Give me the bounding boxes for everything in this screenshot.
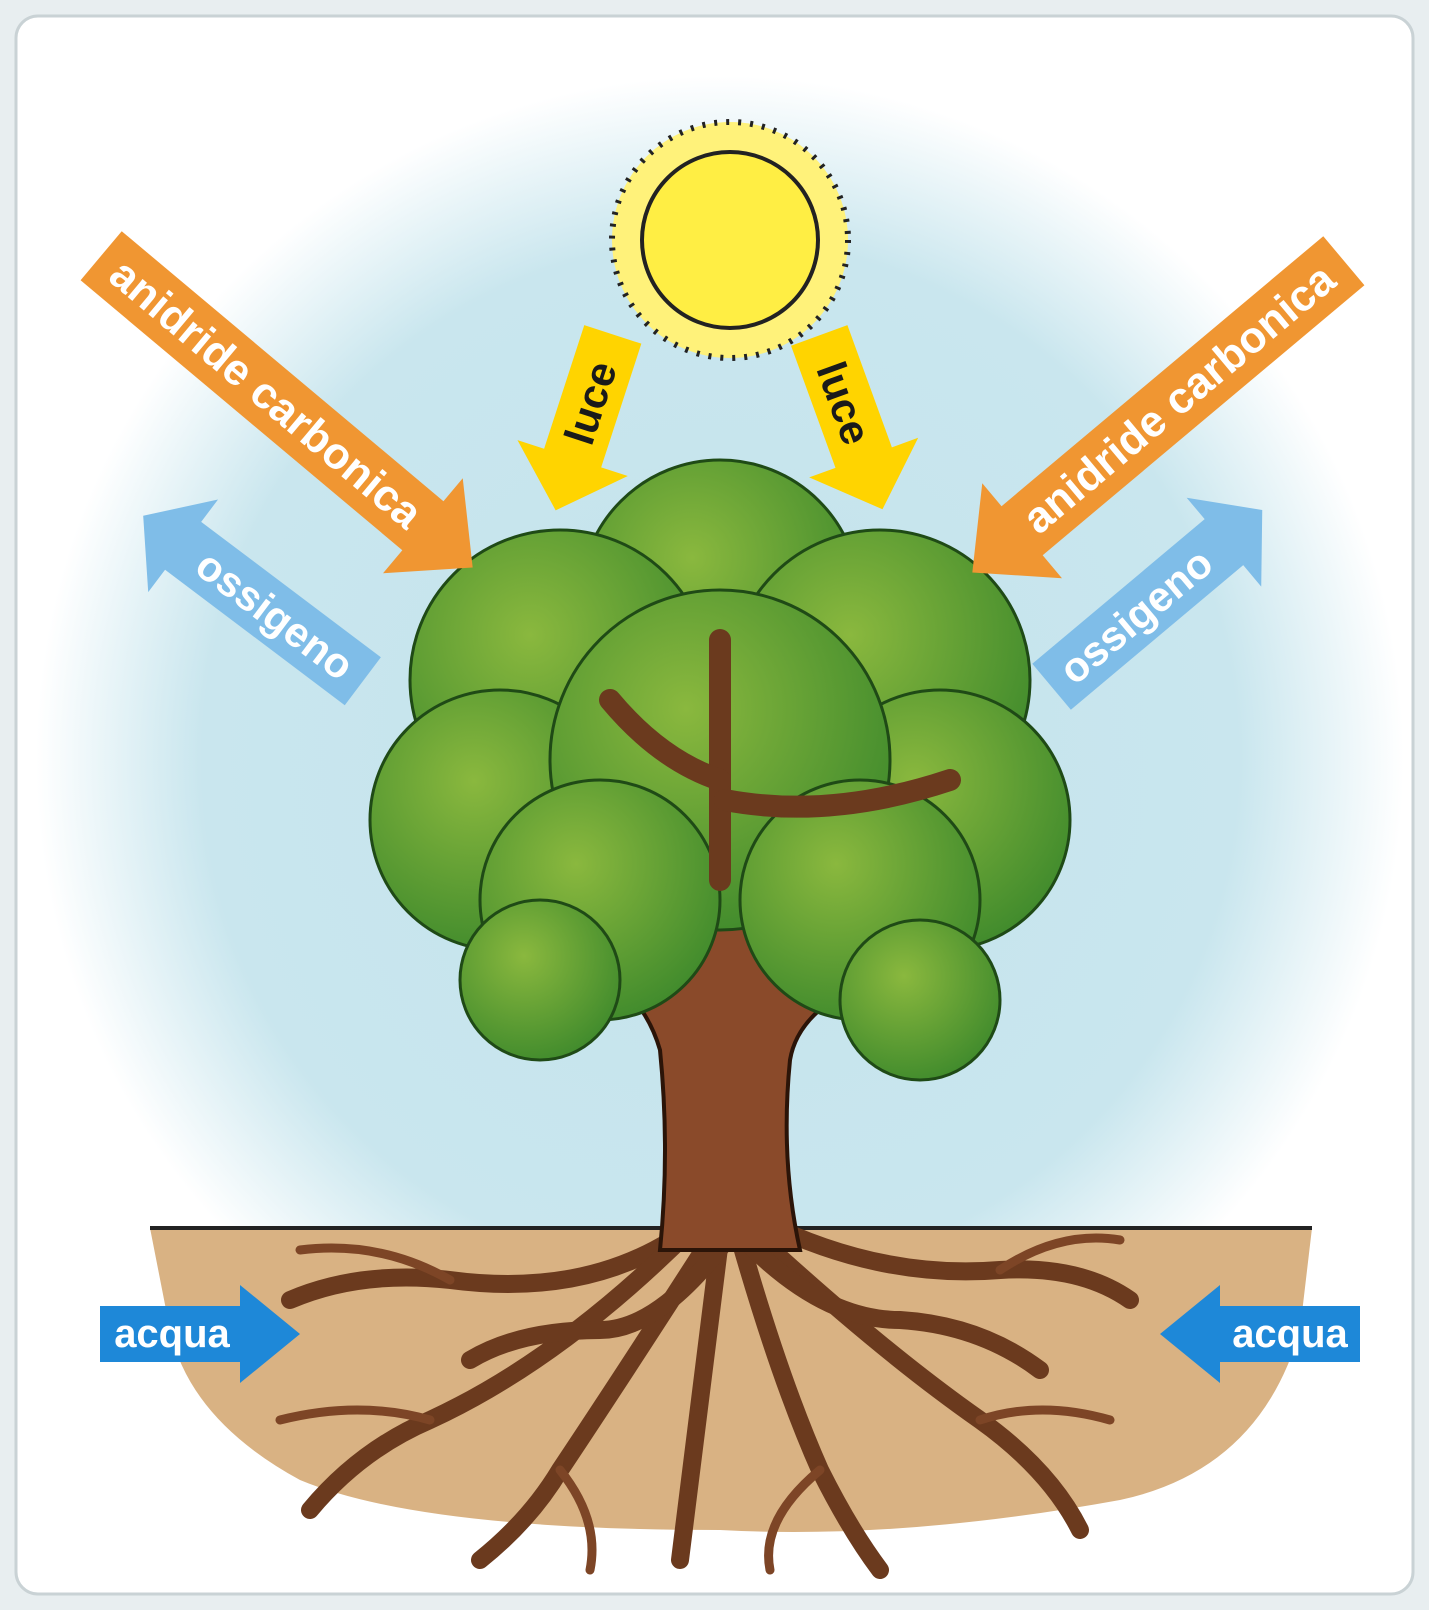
sun [612, 122, 848, 358]
arrow-label: acqua [114, 1312, 230, 1356]
diagram: anidride carbonica anidride carbonica lu… [0, 0, 1429, 1610]
arrow-label: acqua [1232, 1312, 1348, 1356]
page: anidride carbonica anidride carbonica lu… [0, 0, 1429, 1610]
